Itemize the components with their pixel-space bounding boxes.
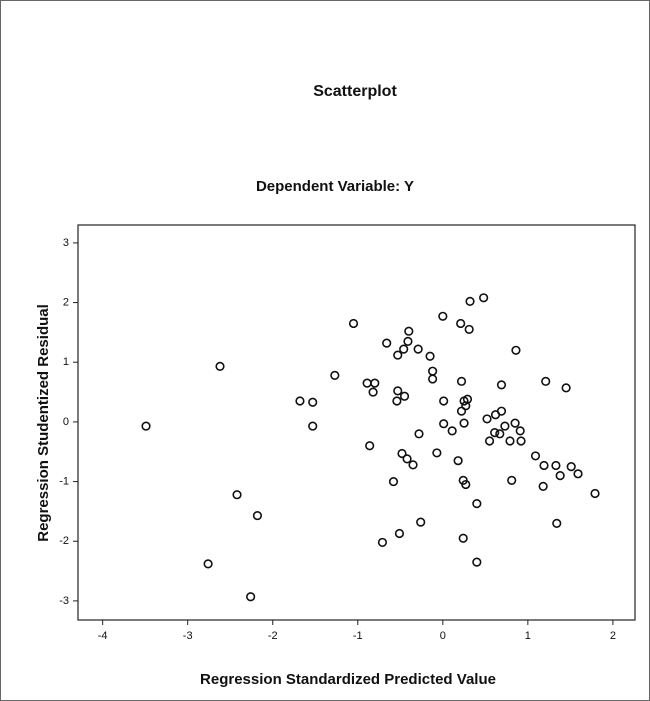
- point: [511, 419, 519, 427]
- y-tick-label: 0: [63, 416, 69, 428]
- y-tick-label: 2: [63, 296, 69, 308]
- point: [383, 339, 391, 347]
- point: [574, 470, 582, 478]
- point: [371, 379, 379, 387]
- y-tick-label: 3: [63, 237, 69, 249]
- point: [405, 327, 413, 335]
- point: [473, 500, 481, 508]
- point: [400, 345, 408, 353]
- point: [331, 372, 339, 380]
- point: [216, 363, 224, 371]
- point: [414, 345, 422, 353]
- point: [542, 378, 550, 386]
- x-tick-label: -3: [183, 630, 193, 642]
- point: [247, 593, 255, 601]
- point: [396, 530, 404, 538]
- x-tick-label: 0: [440, 630, 446, 642]
- point: [254, 512, 262, 520]
- point: [439, 312, 447, 320]
- point: [473, 558, 481, 566]
- point: [496, 430, 504, 438]
- point: [296, 397, 304, 405]
- y-tick-label: 1: [63, 356, 69, 368]
- point: [501, 422, 509, 430]
- point: [204, 560, 212, 568]
- point: [366, 442, 374, 450]
- y-tick-label: -1: [59, 475, 69, 487]
- point: [394, 387, 402, 395]
- point: [498, 381, 506, 389]
- point: [309, 422, 317, 430]
- point: [415, 430, 423, 438]
- point: [142, 422, 150, 430]
- point: [483, 415, 491, 423]
- point: [440, 420, 448, 428]
- point: [466, 298, 474, 306]
- chart-subtitle: Dependent Variable: Y: [256, 178, 414, 195]
- point: [448, 427, 456, 435]
- point: [458, 378, 466, 386]
- point: [350, 320, 358, 328]
- point: [457, 320, 465, 328]
- point: [433, 449, 441, 457]
- point: [567, 463, 575, 471]
- y-tick-label: -3: [59, 595, 69, 607]
- point: [409, 461, 417, 469]
- point: [460, 419, 468, 427]
- point: [540, 462, 548, 470]
- point: [459, 534, 467, 542]
- point: [233, 491, 241, 499]
- x-tick-label: 1: [525, 630, 531, 642]
- point: [552, 462, 560, 470]
- point: [498, 407, 506, 415]
- point: [403, 455, 411, 463]
- x-tick-label: -1: [353, 630, 363, 642]
- page-frame: [1, 1, 650, 701]
- x-tick-label: 2: [610, 630, 616, 642]
- point: [401, 392, 409, 400]
- point: [562, 384, 570, 392]
- point: [429, 367, 437, 375]
- x-axis-label: Regression Standardized Predicted Value: [200, 671, 496, 688]
- x-tick-label: -2: [268, 630, 278, 642]
- x-tick-label: -4: [98, 630, 108, 642]
- point: [379, 539, 387, 547]
- point: [556, 472, 564, 480]
- point: [465, 326, 473, 334]
- point: [394, 351, 402, 359]
- point: [429, 375, 437, 383]
- point: [426, 352, 434, 360]
- point: [532, 452, 540, 460]
- point: [508, 477, 516, 485]
- point: [454, 457, 462, 465]
- point: [440, 397, 448, 405]
- y-axis-label: Regression Studentized Residual: [35, 304, 52, 542]
- point: [417, 518, 425, 526]
- point: [553, 520, 561, 528]
- point: [369, 388, 377, 396]
- point: [512, 347, 520, 355]
- point: [506, 437, 514, 445]
- point: [517, 437, 525, 445]
- y-tick-label: -2: [59, 535, 69, 547]
- point: [486, 437, 494, 445]
- point: [516, 427, 524, 435]
- point: [539, 483, 547, 491]
- point: [480, 294, 488, 302]
- chart-title: Scatterplot: [313, 83, 397, 100]
- point: [363, 379, 371, 387]
- point: [591, 490, 599, 498]
- point: [404, 338, 412, 346]
- chart: Scatterplot Dependent Variable: Y Regres…: [0, 0, 650, 701]
- point: [393, 397, 401, 405]
- plot-area: [78, 225, 635, 620]
- point: [390, 478, 398, 486]
- point: [309, 398, 317, 406]
